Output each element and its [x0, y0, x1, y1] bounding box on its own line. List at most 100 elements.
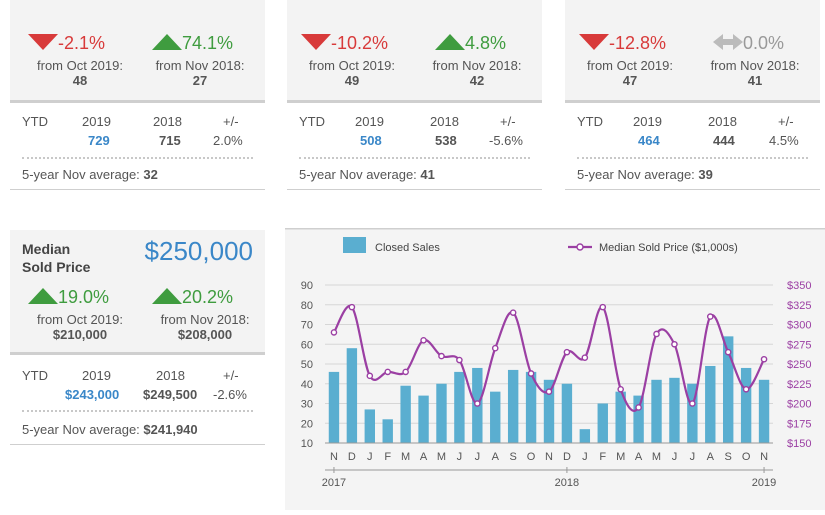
from-month: from Oct 2019: $210,000 — [37, 312, 123, 342]
bar — [400, 385, 411, 443]
five-year-average: 5-year Nov average: 39 — [577, 167, 713, 182]
x-tick-label: O — [527, 451, 536, 463]
ytd-2018-header: 2018 — [156, 368, 185, 383]
y-tick-left: 40 — [301, 379, 313, 391]
bar — [740, 367, 752, 443]
divider — [10, 444, 265, 445]
ytd-2018-header: 2018 — [430, 114, 459, 129]
y-tick-right: $300 — [787, 320, 811, 332]
stat-card-3: -12.8% 0.0% from Oct 2019: 47 from Nov 2… — [565, 0, 820, 190]
x-tick-label: A — [635, 451, 643, 463]
stat-card-2: -10.2% 4.8% from Oct 2019: 49 from Nov 2… — [287, 0, 542, 190]
x-tick-label: J — [457, 451, 463, 463]
bar — [328, 371, 340, 443]
ytd-2019-value: 729 — [88, 133, 110, 148]
change-month: -2.1% — [28, 33, 105, 54]
stat-card-header: -12.8% 0.0% from Oct 2019: 47 from Nov 2… — [565, 0, 820, 103]
price-point — [456, 356, 463, 364]
from-month: from Oct 2019: 49 — [309, 58, 395, 88]
ytd-2018-value: 444 — [713, 133, 735, 148]
price-point — [474, 400, 481, 407]
y-tick-left: 80 — [301, 300, 313, 312]
divider — [565, 189, 820, 190]
median-price-value: $250,000 — [144, 236, 253, 266]
bar — [561, 383, 573, 443]
year-label: 2017 — [322, 477, 346, 489]
price-point — [545, 388, 553, 395]
x-tick-label: A — [707, 451, 715, 463]
legend-label: Closed Sales — [375, 242, 440, 254]
median-title: Median Sold Price — [22, 241, 91, 275]
bar — [490, 391, 501, 443]
y-tick-right: $225 — [787, 379, 811, 391]
five-year-average: 5-year Nov average: $241,940 — [22, 422, 198, 437]
y-tick-left: 20 — [301, 418, 313, 430]
arrow-up-icon — [28, 288, 58, 304]
ytd-2018-header: 2018 — [708, 114, 737, 129]
price-point — [330, 329, 338, 336]
change-year: 0.0% — [713, 33, 784, 54]
ytd-diff-header: +/- — [500, 114, 516, 129]
price-point — [366, 372, 374, 380]
from-year: from Nov 2018: 41 — [710, 58, 800, 88]
year-label: 2019 — [752, 477, 776, 489]
bar — [364, 409, 375, 443]
ytd-2019-header: 2019 — [355, 114, 384, 129]
ytd-2019-header: 2019 — [633, 114, 662, 129]
ytd-diff-header: +/- — [223, 114, 239, 129]
x-tick-label: J — [475, 451, 481, 463]
change-year: 74.1% — [152, 33, 233, 54]
ytd-label: YTD — [577, 114, 603, 129]
ytd-2019-header: 2019 — [82, 114, 111, 129]
y-tick-left: 30 — [301, 399, 313, 411]
sales-price-chart: 10 20 30 40 50 60 70 80 90 $150 $175 $200 $225 $250 $2… — [285, 228, 825, 510]
price-point — [402, 368, 409, 376]
price-point — [563, 348, 571, 356]
x-tick-label: N — [545, 451, 553, 463]
ytd-diff-value: 4.5% — [769, 133, 799, 148]
chart-top-rule — [285, 228, 825, 230]
x-tick-label: J — [672, 451, 678, 463]
x-tick-label: D — [348, 451, 356, 463]
price-point — [509, 309, 517, 316]
bar — [525, 371, 537, 443]
divider — [10, 189, 265, 190]
change-year: 4.8% — [435, 33, 506, 54]
ytd-label: YTD — [22, 368, 48, 383]
ytd-diff-header: +/- — [223, 368, 239, 383]
x-tick-label: A — [420, 451, 428, 463]
five-year-average: 5-year Nov average: 41 — [299, 167, 435, 182]
ytd-diff-value: -5.6% — [489, 133, 523, 148]
x-tick-label: S — [509, 451, 516, 463]
divider — [22, 410, 253, 412]
x-tick-label: M — [616, 451, 625, 463]
x-tick-label: F — [384, 451, 391, 463]
x-tick-label: J — [582, 451, 588, 463]
ytd-label: YTD — [22, 114, 48, 129]
bar — [346, 348, 358, 443]
from-year: from Nov 2018: $208,000 — [160, 312, 250, 342]
price-point — [581, 354, 589, 361]
year-label: 2018 — [555, 477, 579, 489]
arrow-down-icon — [579, 34, 609, 50]
bar — [723, 336, 734, 443]
price-point — [653, 330, 660, 338]
price-point — [689, 400, 696, 407]
price-point — [706, 313, 714, 320]
bar — [507, 369, 519, 443]
arrow-down-icon — [301, 34, 331, 50]
ytd-2018-value: 538 — [435, 133, 457, 148]
bar — [687, 383, 698, 443]
bar — [436, 383, 447, 443]
y-tick-left: 50 — [301, 359, 313, 371]
y-tick-right: $350 — [787, 280, 811, 292]
ytd-2018-value: $249,500 — [143, 387, 198, 402]
ytd-2019-header: 2019 — [82, 368, 111, 383]
price-point — [527, 370, 535, 377]
y-tick-left: 70 — [301, 320, 313, 332]
ytd-2018-value: 715 — [159, 133, 181, 148]
stat-card-header: Median Sold Price $250,000 19.0% 20.2% f… — [10, 230, 265, 355]
x-tick-label: O — [742, 451, 751, 463]
x-tick-label: N — [330, 451, 338, 463]
arrow-flat-icon — [713, 34, 743, 50]
